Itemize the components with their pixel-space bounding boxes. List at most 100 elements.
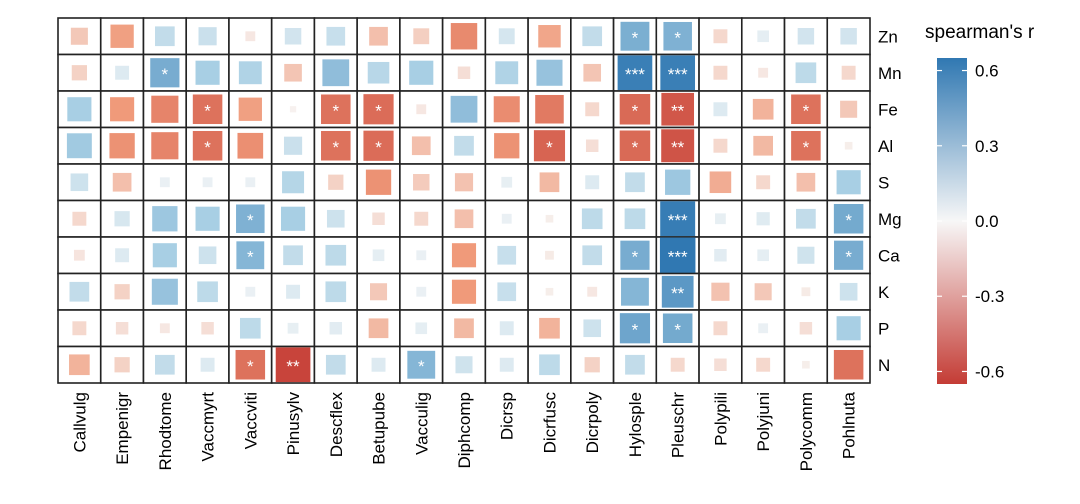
significance-label: ** (286, 357, 300, 376)
heat-square (539, 317, 560, 339)
heat-square (407, 350, 436, 379)
heat-square (280, 206, 306, 231)
heat-square (714, 358, 727, 371)
heat-square (454, 173, 474, 192)
heat-square (154, 26, 175, 47)
heat-square (758, 323, 769, 334)
heat-square (284, 28, 302, 45)
column-label: Dicrsp (498, 392, 517, 440)
heat-square (797, 246, 815, 264)
significance-label: * (418, 357, 425, 376)
significance-label: * (632, 28, 639, 47)
heat-square (283, 136, 303, 155)
heat-square (115, 248, 130, 263)
heat-square (625, 172, 645, 193)
significance-label: * (845, 247, 852, 266)
heat-square (415, 322, 428, 335)
heat-square (536, 59, 563, 86)
significance-label: * (247, 211, 254, 230)
cell-Zn-Betupube (356, 17, 401, 56)
heat-square (836, 316, 861, 341)
heat-square (152, 243, 177, 268)
heat-square (662, 313, 693, 344)
heat-square (198, 27, 217, 46)
heat-square (112, 172, 132, 192)
heat-square (494, 133, 520, 159)
legend: spearman's r 0.6 0.3 0.0 -0.3 -0.6 (925, 22, 1035, 384)
row-labels: Zn Mn Fe Al S Mg Ca KPN (878, 27, 902, 375)
heat-square (584, 357, 600, 373)
heat-square (539, 354, 560, 376)
row-label: Zn (878, 27, 898, 46)
heat-square (709, 171, 732, 194)
heat-square (791, 94, 821, 125)
heat-square (115, 322, 129, 335)
heat-square (110, 97, 135, 122)
heat-square (795, 62, 817, 84)
heat-square (621, 277, 649, 306)
significance-label: * (546, 138, 553, 157)
heat-square (498, 28, 515, 45)
significance-label: *** (625, 65, 645, 84)
heatmap-cells: * ** *** **** * * * ** ** * * * * ** ** *** ** * *** **** **… (57, 17, 871, 384)
significance-label: *** (668, 211, 688, 230)
row-label: Al (878, 137, 893, 156)
column-label: Polypili (711, 392, 730, 446)
heat-square (114, 357, 130, 373)
heat-square (363, 130, 394, 161)
heat-square (660, 201, 696, 237)
significance-label: * (632, 320, 639, 339)
heat-square (796, 208, 816, 229)
heat-square (752, 98, 774, 120)
column-labels: Callvulg Empenigr Rhodtome Vaccmyrt Vaccviti… (70, 391, 858, 471)
heat-square (454, 135, 474, 156)
heat-square (326, 26, 346, 46)
row-label: Ca (878, 246, 900, 265)
heat-square (713, 102, 728, 117)
heat-square (545, 214, 554, 223)
heat-square (713, 29, 728, 44)
heat-square (325, 244, 347, 266)
legend-tick-label: -0.6 (975, 362, 1004, 381)
heat-square (455, 356, 473, 374)
heat-square (73, 249, 85, 261)
significance-label: * (803, 101, 810, 120)
significance-label: * (375, 101, 382, 120)
column-label: Empenigr (113, 392, 132, 465)
heat-square (713, 65, 728, 80)
significance-label: * (845, 211, 852, 230)
heat-square (363, 94, 394, 125)
heat-square (414, 211, 429, 226)
heat-square (454, 318, 474, 339)
heat-square (581, 208, 603, 230)
heat-square (284, 63, 302, 82)
significance-label: *** (668, 65, 688, 84)
heat-square (235, 349, 266, 380)
heat-square (286, 284, 301, 299)
heat-square (109, 133, 135, 159)
heat-square (238, 61, 262, 85)
significance-label: ** (671, 101, 685, 120)
heat-square (624, 208, 646, 230)
heat-square (238, 97, 262, 121)
heat-square (834, 240, 864, 270)
heat-square (197, 281, 218, 303)
heat-square (757, 30, 769, 43)
significance-label: * (632, 138, 639, 157)
heat-square (660, 55, 696, 91)
significance-label: * (204, 101, 211, 120)
heat-square (450, 95, 478, 123)
significance-label: * (803, 138, 810, 157)
heat-square (245, 286, 256, 297)
heat-square (287, 322, 299, 334)
significance-label: ** (671, 138, 685, 157)
heat-square (413, 174, 430, 191)
heat-square (71, 65, 87, 81)
heat-square (69, 281, 90, 302)
heat-square (545, 250, 554, 260)
heat-square (329, 322, 343, 335)
heat-square (326, 209, 345, 228)
heat-square (756, 357, 771, 372)
heat-square (151, 132, 179, 160)
significance-label: *** (668, 247, 688, 266)
